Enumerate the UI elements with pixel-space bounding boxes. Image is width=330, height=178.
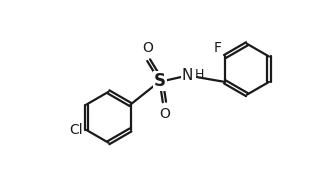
Text: S: S [154,72,166,90]
Text: O: O [160,107,170,121]
Text: F: F [214,41,222,55]
Text: O: O [142,41,153,55]
Text: Cl: Cl [69,123,83,137]
Text: H: H [194,68,204,81]
Text: N: N [182,68,193,83]
